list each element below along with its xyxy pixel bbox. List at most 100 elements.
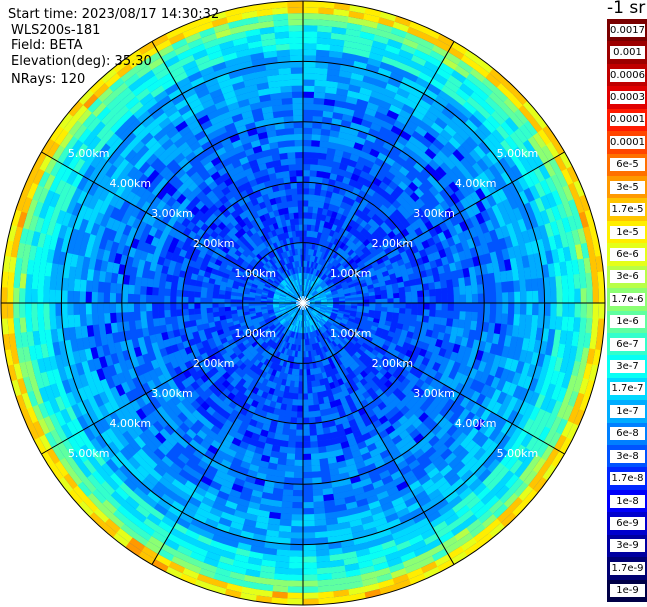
data-cell <box>158 309 165 319</box>
data-cell <box>435 288 442 297</box>
data-cell <box>427 253 436 263</box>
data-cell <box>440 340 449 351</box>
data-cell <box>347 159 358 168</box>
data-cell <box>421 321 429 330</box>
data-cell <box>451 361 461 373</box>
data-cell <box>556 187 569 205</box>
data-cell <box>509 113 525 129</box>
data-cell <box>529 199 541 215</box>
data-cell <box>341 339 348 346</box>
data-cell <box>356 260 364 267</box>
data-cell <box>152 286 159 296</box>
data-cell <box>392 312 400 319</box>
data-cell <box>466 357 476 369</box>
data-cell <box>348 178 358 188</box>
data-cell <box>480 437 494 452</box>
data-cell <box>331 291 338 296</box>
data-cell <box>404 261 413 270</box>
data-cell <box>375 306 382 312</box>
data-cell <box>373 253 382 261</box>
data-cell <box>188 302 195 309</box>
data-cell <box>417 334 426 343</box>
data-cell <box>479 221 490 235</box>
data-cell <box>517 218 528 233</box>
data-cell <box>459 220 469 233</box>
data-cell <box>319 309 326 313</box>
data-cell <box>314 300 321 302</box>
data-cell <box>598 287 605 304</box>
data-cell <box>303 206 309 213</box>
data-cell <box>188 290 195 298</box>
data-cell <box>568 303 575 318</box>
data-cell <box>459 385 470 398</box>
data-cell <box>517 447 531 464</box>
data-cell <box>460 469 474 483</box>
data-cell <box>305 292 309 298</box>
data-cell <box>375 303 382 308</box>
data-cell <box>342 271 349 277</box>
data-cell <box>321 317 328 323</box>
data-cell <box>312 206 319 214</box>
data-cell <box>333 245 340 253</box>
data-cell <box>508 477 524 494</box>
data-cell <box>400 329 408 337</box>
data-cell <box>347 341 355 348</box>
data-cell <box>322 267 328 274</box>
data-cell <box>559 358 569 375</box>
data-cell <box>446 424 458 437</box>
data-cell <box>306 236 311 243</box>
data-cell <box>302 477 313 485</box>
data-cell <box>363 296 370 300</box>
data-cell <box>43 288 50 303</box>
data-cell <box>321 208 329 216</box>
data-cell <box>319 308 326 312</box>
data-cell <box>577 332 586 349</box>
data-cell <box>330 250 336 258</box>
data-cell <box>419 270 428 279</box>
data-cell <box>527 454 542 471</box>
data-cell <box>393 93 408 105</box>
data-cell <box>314 284 320 290</box>
data-cell <box>556 387 568 404</box>
data-cell <box>384 320 392 327</box>
data-cell <box>454 212 465 224</box>
data-cell <box>303 260 306 267</box>
data-cell <box>369 148 381 158</box>
data-cell <box>399 303 406 309</box>
data-cell <box>460 123 475 137</box>
data-cell <box>356 327 364 334</box>
data-cell <box>586 348 596 366</box>
data-cell <box>339 201 348 210</box>
data-cell <box>501 407 513 422</box>
data-cell <box>314 304 321 306</box>
data-cell <box>91 302 98 315</box>
data-cell <box>437 177 449 190</box>
data-cell <box>420 168 432 180</box>
data-cell <box>370 238 379 247</box>
data-cell <box>360 227 368 236</box>
data-cell <box>417 157 429 169</box>
data-cell <box>513 146 527 163</box>
data-cell <box>477 468 492 483</box>
data-cell <box>329 286 337 291</box>
data-cell <box>474 175 486 189</box>
data-cell <box>480 264 488 276</box>
data-cell <box>322 316 329 321</box>
data-cell <box>458 277 466 288</box>
data-cell <box>373 345 382 353</box>
data-cell <box>390 125 404 136</box>
data-cell <box>451 165 463 178</box>
data-cell <box>439 221 449 233</box>
data-cell <box>302 568 318 575</box>
data-cell <box>444 452 457 465</box>
data-cell <box>358 355 366 363</box>
data-cell <box>474 330 482 342</box>
data-cell <box>359 321 367 327</box>
data-cell <box>444 325 453 335</box>
data-cell <box>493 323 502 335</box>
data-cell <box>31 273 39 290</box>
data-cell <box>442 366 452 378</box>
data-cell <box>334 281 341 287</box>
data-cell <box>543 315 551 330</box>
data-cell <box>152 294 159 303</box>
